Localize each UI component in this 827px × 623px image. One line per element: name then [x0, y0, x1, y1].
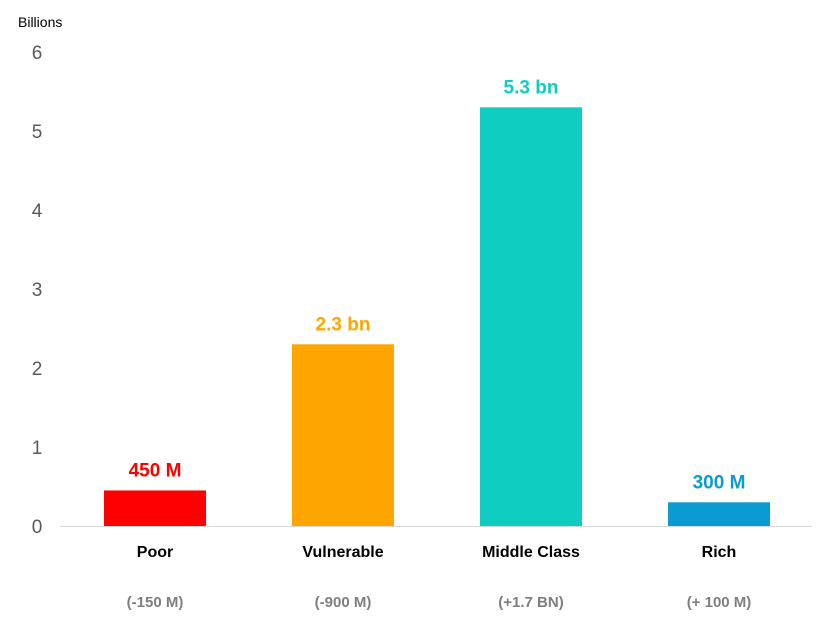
data-label: 450 M — [129, 460, 182, 481]
y-tick-label: 1 — [32, 438, 43, 459]
y-tick-label: 0 — [32, 517, 43, 538]
x-change-label: (-900 M) — [315, 594, 372, 611]
x-change-label: (-150 M) — [127, 594, 184, 611]
x-category-label: Middle Class — [482, 544, 580, 561]
y-axis-unit-label: Billions — [18, 14, 62, 30]
bar — [292, 344, 394, 526]
x-change-label: (+ 100 M) — [687, 594, 752, 611]
data-label: 300 M — [693, 472, 746, 493]
data-label: 2.3 bn — [316, 314, 371, 335]
y-tick-label: 2 — [32, 359, 43, 380]
data-label: 5.3 bn — [504, 77, 559, 98]
y-tick-label: 6 — [32, 43, 43, 64]
x-category-label: Poor — [137, 544, 173, 561]
x-change-label: (+1.7 BN) — [498, 594, 563, 611]
bar — [668, 502, 770, 526]
bar — [104, 490, 206, 526]
x-category-label: Vulnerable — [302, 544, 383, 561]
y-tick-label: 4 — [32, 201, 43, 222]
y-tick-label: 3 — [32, 280, 43, 301]
bar — [480, 107, 582, 527]
y-tick-label: 5 — [32, 122, 43, 143]
x-category-label: Rich — [702, 544, 737, 561]
